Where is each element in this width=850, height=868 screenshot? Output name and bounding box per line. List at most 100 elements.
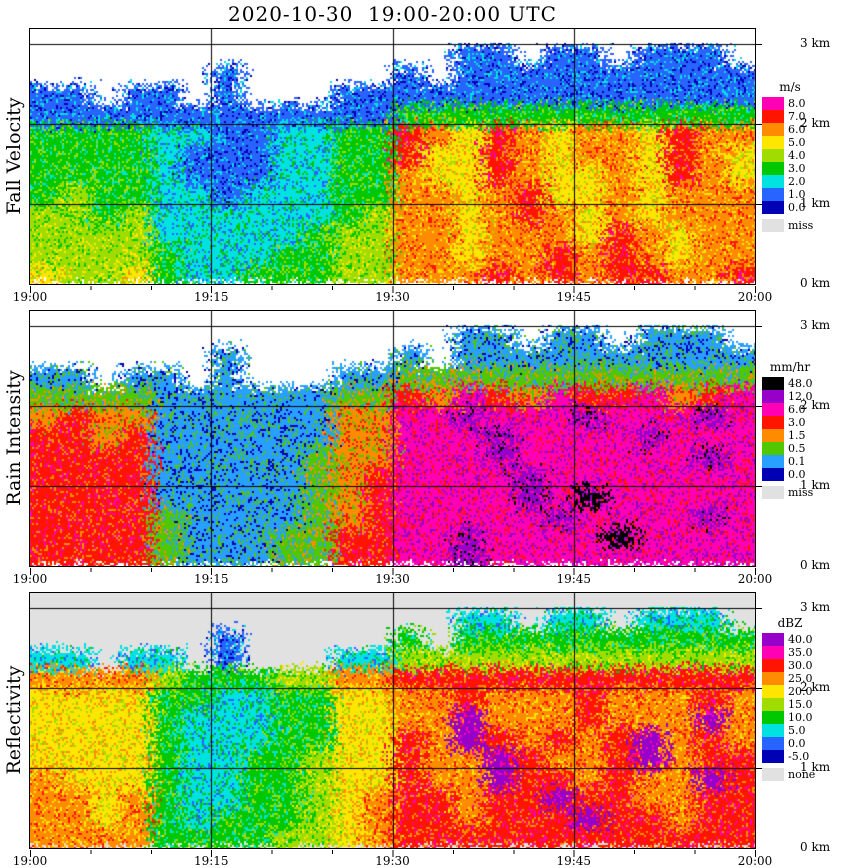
legend-entry: 15.0: [762, 698, 842, 711]
legend-entry: -5.0: [762, 750, 842, 763]
legend-swatch: [762, 188, 784, 201]
legend-missing-label: miss: [788, 219, 814, 232]
legend-entry: 0.0: [762, 737, 842, 750]
legend-value-label: 25.0: [788, 672, 813, 685]
panel-reflectivity: Reflectivity 19:00 19:15 19:30 19:45 20:00 3…: [0, 592, 850, 868]
y-tick-label: 1 km: [800, 196, 831, 210]
y-axis-right: 3 km 2 km 1 km 0 km: [756, 311, 836, 572]
legend-cells: 8.0 7.0 6.0 5.0 4.0 3.0 2.0 1.0 0.0: [762, 97, 842, 214]
legend-value-label: 40.0: [788, 633, 813, 646]
heatmap-canvas: [30, 593, 755, 848]
legend-value-label: 6.0: [788, 123, 806, 136]
legend-value-label: 10.0: [788, 711, 813, 724]
legend-value-label: 0.5: [788, 442, 806, 455]
legend-entry: 3.0: [762, 162, 842, 175]
legend-swatch: [762, 123, 784, 136]
x-tick-label: 19:15: [193, 290, 229, 304]
legend-value-label: 20.0: [788, 685, 813, 698]
legend-units: m/s: [779, 80, 801, 94]
y-tick-label: 3 km: [800, 318, 831, 332]
y-axis-right: 3 km 2 km 1 km 0 km: [756, 593, 836, 854]
legend-value-label: 5.0: [788, 136, 806, 149]
y-tick-mark: [756, 44, 762, 45]
legend-value-label: 15.0: [788, 698, 813, 711]
legend-value-label: 1.5: [788, 429, 806, 442]
legend-swatch: [762, 633, 784, 646]
legend-entry: 35.0: [762, 646, 842, 659]
legend-entry: 5.0: [762, 136, 842, 149]
legend-swatch: [762, 737, 784, 750]
y-tick-mark: [756, 608, 762, 609]
legend-value-label: 5.0: [788, 724, 806, 737]
legend-entry: 2.0: [762, 175, 842, 188]
legend-value-label: 3.0: [788, 162, 806, 175]
legend-entry: 0.1: [762, 455, 842, 468]
x-tick-label: 20:00: [737, 854, 773, 868]
x-tick-label: 19:15: [193, 854, 229, 868]
legend-entry: 10.0: [762, 711, 842, 724]
y-tick-mark: [756, 688, 762, 689]
legend-units: mm/hr: [769, 360, 811, 374]
legend-value-label: 6.0: [788, 403, 806, 416]
legend-swatch: [762, 136, 784, 149]
legend-entry: 3.0: [762, 416, 842, 429]
panel-rain-intensity: Rain Intensity 19:00 19:15 19:30 19:45 20:00…: [0, 310, 850, 610]
legend-value-label: 48.0: [788, 377, 813, 390]
legend-value-label: 0.0: [788, 468, 806, 481]
x-tick-label: 19:30: [375, 854, 410, 868]
y-tick-label: 2 km: [800, 680, 831, 694]
legend-entry: 1.5: [762, 429, 842, 442]
y-tick-mark: [756, 406, 762, 407]
legend-swatch: [762, 403, 784, 416]
figure-title: 2020-10-30 19:00-20:00 UTC: [228, 2, 557, 26]
legend-swatch: [762, 201, 784, 214]
y-tick-label: 0 km: [800, 840, 831, 854]
legend-swatch: [762, 429, 784, 442]
legend-entry: 8.0: [762, 97, 842, 110]
x-tick-label: 19:00: [12, 290, 48, 304]
legend-value-label: 0.0: [788, 737, 806, 750]
legend-missing-entry: none: [762, 768, 842, 781]
legend-swatch: [762, 685, 784, 698]
legend-entry: 1.0: [762, 188, 842, 201]
y-tick-label: 1 km: [800, 478, 831, 492]
legend-entry: 7.0: [762, 110, 842, 123]
y-tick-mark: [756, 486, 762, 487]
legend-swatch: [762, 724, 784, 737]
legend-value-label: 4.0: [788, 149, 806, 162]
legend-swatch: [762, 162, 784, 175]
legend-value-label: 7.0: [788, 110, 806, 123]
legend-value-label: 35.0: [788, 646, 813, 659]
legend-cells: 48.0 12.0 6.0 3.0 1.5 0.5 0.1 0.0: [762, 377, 842, 481]
legend-swatch: [762, 455, 784, 468]
legend-value-label: 1.0: [788, 188, 806, 201]
legend-swatch: [762, 468, 784, 481]
legend-missing-swatch: [762, 219, 784, 232]
y-tick-label: 2 km: [800, 398, 831, 412]
legend-swatch: [762, 416, 784, 429]
panel-title: Rain Intensity: [3, 370, 25, 506]
panel-title: Reflectivity: [3, 665, 25, 775]
x-tick-label: 20:00: [737, 290, 773, 304]
x-axis-labels: 19:00 19:15 19:30 19:45 20:00: [13, 572, 773, 587]
legend-value-label: 30.0: [788, 659, 813, 672]
legend-swatch: [762, 659, 784, 672]
x-axis-labels: 19:00 19:15 19:30 19:45 20:00: [13, 290, 773, 305]
x-tick-label: 19:45: [556, 572, 592, 586]
y-tick-label: 2 km: [800, 116, 831, 130]
legend-entry: 40.0: [762, 633, 842, 646]
legend-entry: 5.0: [762, 724, 842, 737]
heatmap-plot: [29, 28, 756, 285]
y-tick-label: 0 km: [800, 276, 831, 290]
legend-swatch: [762, 97, 784, 110]
x-axis-labels: 19:00 19:15 19:30 19:45 20:00: [13, 854, 773, 868]
legend-swatch: [762, 442, 784, 455]
y-tick-label: 3 km: [800, 600, 831, 614]
legend-swatch: [762, 175, 784, 188]
legend-value-label: 2.0: [788, 175, 806, 188]
x-tick-label: 19:45: [556, 290, 592, 304]
x-tick-label: 19:15: [193, 572, 229, 586]
legend-swatch: [762, 672, 784, 685]
legend-missing-label: none: [788, 768, 816, 781]
